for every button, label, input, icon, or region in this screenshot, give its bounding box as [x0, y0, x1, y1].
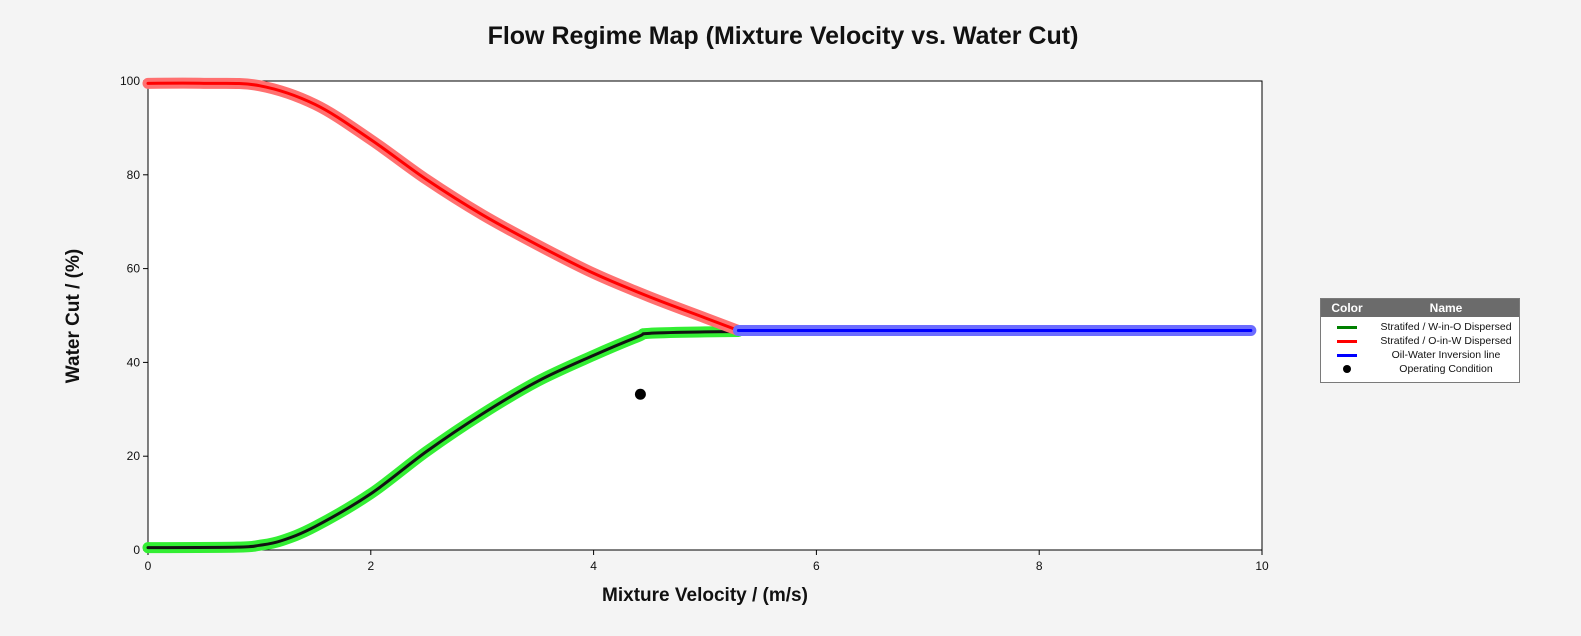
legend-swatch-cell	[1321, 339, 1373, 343]
operating-condition-point	[634, 388, 646, 400]
chart-title: Flow Regime Map (Mixture Velocity vs. Wa…	[488, 22, 1079, 50]
legend-swatch-cell	[1321, 325, 1373, 329]
series-layer	[142, 77, 1257, 554]
legend-item: Oil-Water Inversion line	[1321, 348, 1519, 362]
legend-swatch	[1337, 353, 1357, 357]
legend-header-color: Color	[1331, 301, 1363, 315]
y-tick-label: 60	[127, 262, 141, 276]
legend-item: Operating Condition	[1321, 362, 1519, 376]
x-axis-label: Mixture Velocity / (m/s)	[602, 585, 808, 606]
y-axis-label: Water Cut / (%)	[63, 249, 84, 383]
x-tick-label: 6	[813, 559, 820, 573]
x-tick-label: 2	[367, 559, 374, 573]
series-0-line	[146, 329, 740, 550]
y-tick-label: 80	[127, 168, 141, 182]
legend-swatch	[1337, 339, 1357, 343]
y-axis: 0 20 40 60 80 100	[120, 74, 148, 557]
y-tick-label: 0	[133, 543, 140, 557]
legend-swatch-cell	[1321, 365, 1373, 373]
legend-label: Stratifed / W-in-O Dispersed	[1380, 321, 1512, 333]
x-tick-label: 10	[1255, 559, 1269, 573]
x-tick-label: 8	[1036, 559, 1043, 573]
x-axis: 0 2 4 6 8 10	[145, 550, 1269, 573]
legend-item: Stratifed / O-in-W Dispersed	[1321, 334, 1519, 348]
legend-item: Stratifed / W-in-O Dispersed	[1321, 320, 1519, 334]
points-layer	[634, 388, 646, 400]
y-tick-label: 100	[120, 74, 140, 88]
legend-swatch-cell	[1321, 353, 1373, 357]
legend-dot	[1343, 365, 1351, 373]
x-tick-label: 4	[590, 559, 597, 573]
legend-header-name: Name	[1429, 301, 1463, 315]
y-tick-label: 40	[127, 355, 141, 369]
legend-label: Operating Condition	[1399, 363, 1493, 375]
series-1-line	[146, 81, 740, 333]
y-tick-label: 20	[127, 449, 141, 463]
legend-header: Color Name	[1321, 299, 1519, 317]
legend-body: Stratifed / W-in-O Dispersed Stratifed / …	[1321, 317, 1519, 376]
legend-label: Oil-Water Inversion line	[1391, 349, 1501, 361]
x-tick-label: 0	[145, 559, 152, 573]
legend-label: Stratifed / O-in-W Dispersed	[1380, 335, 1512, 347]
legend: Color Name Stratifed / W-in-O Dispersed S…	[1320, 298, 1520, 383]
legend-swatch	[1337, 325, 1357, 329]
